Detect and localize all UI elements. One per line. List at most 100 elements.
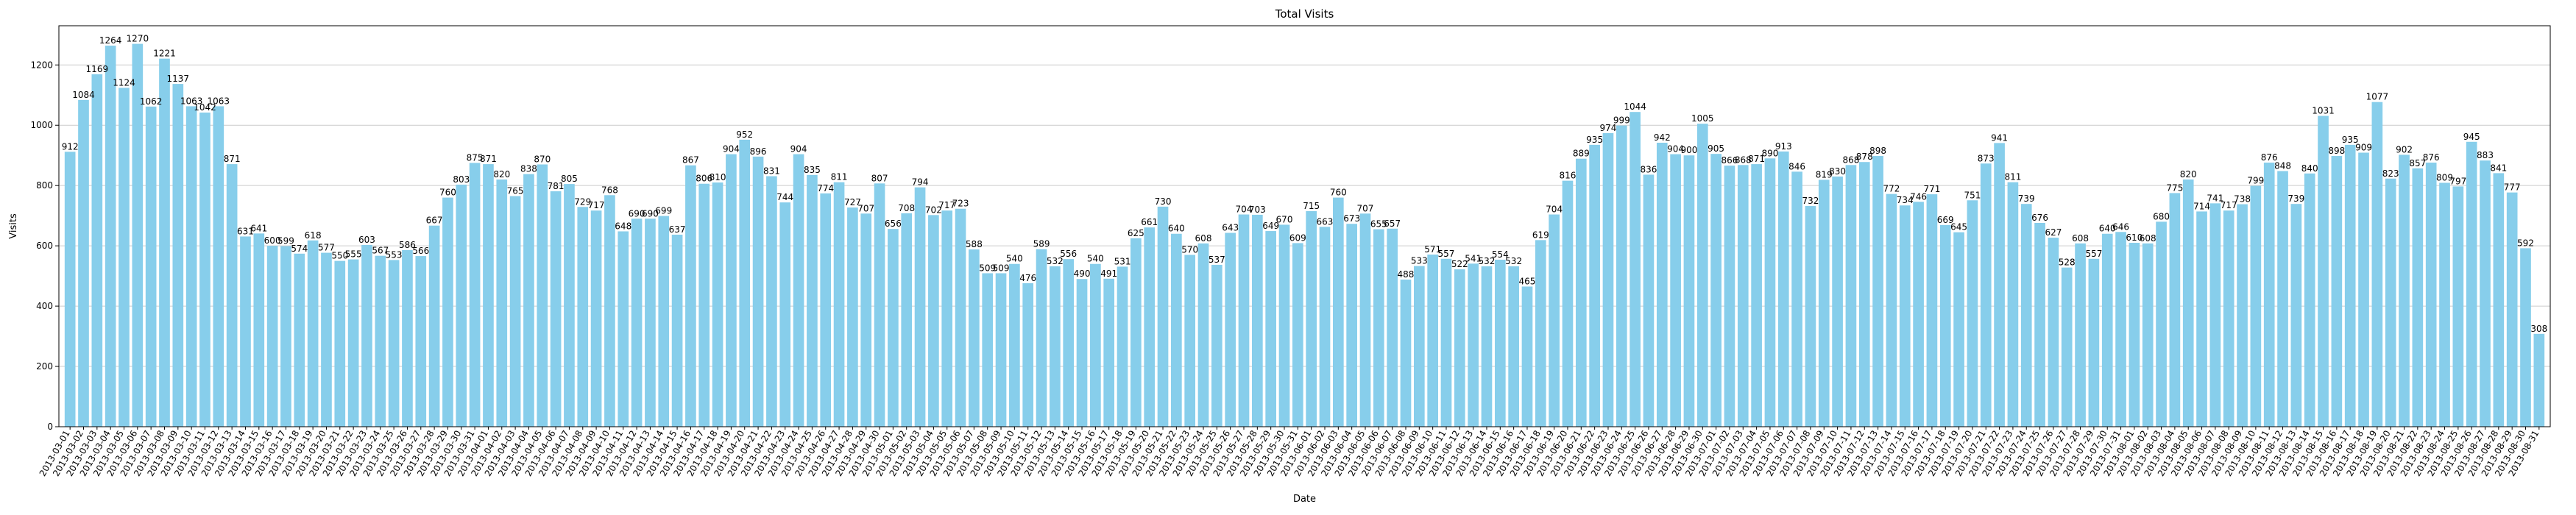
bar-value-label: 690	[642, 208, 659, 219]
bar	[1481, 266, 1493, 427]
bar	[564, 184, 575, 427]
x-axis-title: Date	[1293, 494, 1316, 505]
bar-value-label: 490	[1074, 269, 1091, 279]
bar	[779, 202, 791, 427]
bar	[739, 139, 751, 427]
bar-value-label: 751	[1964, 190, 1981, 200]
bar	[1562, 180, 1574, 427]
bar-value-label: 567	[372, 246, 389, 256]
bar	[2020, 204, 2032, 427]
bar-value-label: 557	[1438, 249, 1455, 259]
bar	[2425, 163, 2437, 427]
bar	[2223, 210, 2234, 427]
bar-value-label: 1042	[194, 102, 216, 113]
bar	[105, 46, 116, 427]
bar	[995, 273, 1007, 427]
bar-value-label: 889	[1573, 149, 1590, 159]
bar-value-label: 646	[2112, 221, 2129, 232]
bar-value-label: 1169	[86, 64, 109, 74]
bar	[347, 259, 359, 427]
bar-value-label: 663	[1317, 216, 1334, 227]
bar-value-label: 809	[2436, 172, 2453, 182]
bar-value-label: 871	[480, 154, 497, 164]
bar	[1953, 232, 1964, 427]
bar	[1832, 176, 1843, 427]
bar	[509, 196, 521, 427]
y-tick-label: 1200	[30, 60, 53, 70]
bar	[2129, 243, 2140, 427]
bar	[2277, 171, 2288, 427]
bar-value-label: 904	[1667, 144, 1684, 154]
bar-value-label: 715	[1303, 201, 1320, 211]
bar	[1899, 205, 1911, 427]
bar-value-label: 588	[966, 239, 983, 249]
bar-value-label: 645	[1950, 222, 1967, 232]
bar	[307, 240, 319, 427]
bar-value-label: 553	[386, 249, 403, 260]
bar	[2196, 211, 2207, 427]
bar-value-label: 1031	[2312, 106, 2335, 116]
bar-value-label: 676	[2031, 213, 2048, 223]
bar-value-label: 1221	[153, 49, 176, 59]
bar-value-label: 935	[2342, 135, 2359, 145]
bar	[1292, 243, 1303, 427]
bar-value-label: 1077	[2366, 92, 2389, 102]
bar-value-label: 717	[938, 200, 955, 210]
bar-value-label: 871	[1748, 154, 1765, 164]
bar	[1818, 180, 1830, 427]
bar-value-label: 704	[1236, 205, 1253, 215]
bar-value-label: 707	[857, 203, 874, 213]
bar	[2506, 192, 2518, 427]
bar-value-label: 673	[1343, 213, 1360, 224]
bar	[1332, 197, 1344, 427]
bar	[982, 273, 994, 427]
bar	[1076, 279, 1088, 427]
bar	[523, 174, 534, 427]
bar	[2075, 243, 2086, 427]
bar-value-label: 730	[1155, 196, 1172, 207]
bar-value-label: 734	[1897, 195, 1914, 205]
bar-value-label: 868	[1735, 154, 1752, 165]
bar-value-label: 810	[710, 172, 726, 182]
bar-value-label: 760	[439, 188, 456, 198]
bar	[2250, 185, 2262, 427]
bar-value-label: 898	[2328, 146, 2345, 156]
bar	[1926, 194, 1938, 427]
bar	[671, 234, 683, 427]
bar-value-label: 649	[1262, 221, 1279, 231]
bar	[1319, 227, 1331, 427]
bar-value-label: 1270	[127, 34, 149, 44]
bar	[1791, 171, 1802, 427]
bar	[1373, 229, 1384, 427]
bar	[1387, 228, 1398, 427]
bar	[1967, 200, 1978, 427]
bar-value-label: 857	[2409, 158, 2426, 168]
bar-value-label: 557	[2085, 249, 2102, 259]
bar-value-label: 836	[1641, 164, 1657, 174]
bar-value-label: 904	[723, 144, 740, 154]
bar	[1630, 112, 1641, 427]
bar	[213, 106, 224, 427]
bar-value-label: 531	[1114, 256, 1131, 266]
bar-value-label: 528	[2059, 258, 2076, 268]
bar	[132, 43, 144, 427]
bar-value-label: 803	[453, 174, 470, 185]
bar	[1130, 238, 1142, 427]
bar-value-label: 870	[534, 154, 551, 164]
bar-value-label: 586	[399, 240, 416, 250]
bar-value-label: 738	[2234, 194, 2251, 205]
bar-value-label: 570	[1181, 244, 1198, 255]
bar-value-label: 1005	[1691, 113, 1714, 124]
bar	[2452, 186, 2464, 427]
bar-value-label: 739	[2287, 193, 2304, 204]
bar	[294, 253, 305, 427]
bar	[1009, 263, 1020, 427]
bar	[2358, 152, 2369, 427]
bar	[1157, 206, 1169, 427]
bar-value-label: 878	[1856, 152, 1873, 162]
bar	[2088, 258, 2100, 427]
bar	[280, 246, 291, 427]
bar-value-label: 627	[2045, 227, 2062, 238]
bar	[1050, 266, 1061, 427]
bar	[1886, 193, 1897, 427]
